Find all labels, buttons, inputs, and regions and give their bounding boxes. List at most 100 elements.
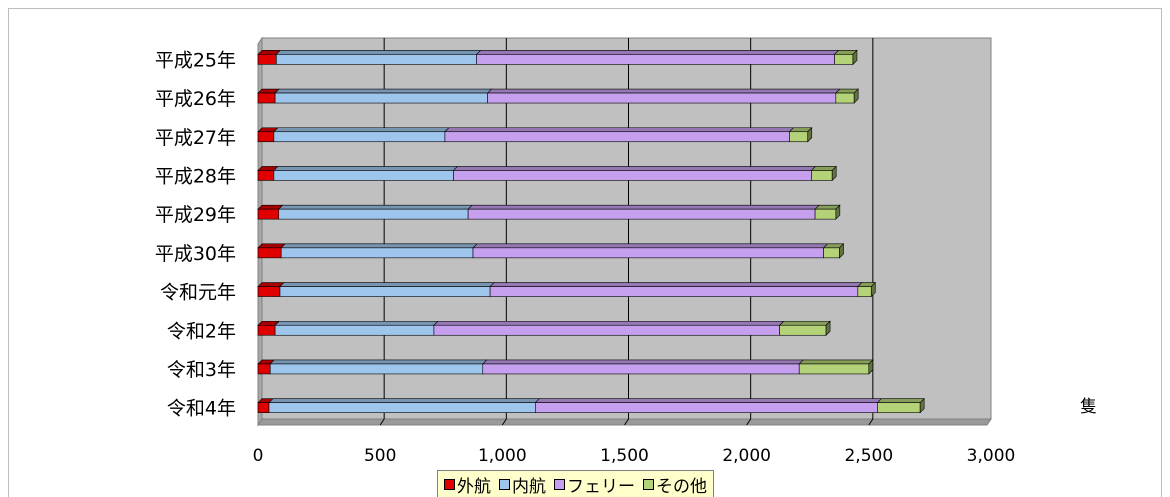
- bar-top-0: [257, 282, 285, 287]
- category-label: 令和2年: [167, 320, 236, 342]
- bar-end-cap: [919, 397, 925, 414]
- bar-top-2: [472, 243, 829, 249]
- bar-0: [257, 402, 270, 413]
- bar-end-cap: [825, 320, 831, 336]
- bar-end-cap: [868, 359, 874, 375]
- bar-3: [814, 208, 837, 220]
- bar-2: [467, 208, 816, 220]
- bar-top-2: [467, 204, 820, 210]
- bar-top-1: [275, 50, 482, 55]
- bar-top-2: [486, 88, 841, 94]
- legend-label-external: 外航: [457, 476, 491, 497]
- bar-end-cap: [807, 127, 813, 143]
- bar-2: [487, 92, 837, 104]
- legend-item-other: その他: [643, 472, 707, 497]
- bar-0: [257, 131, 275, 143]
- bar-3: [789, 131, 809, 143]
- category-label: 平成26年: [155, 88, 236, 110]
- bar-end-cap: [831, 165, 837, 182]
- bar-3: [857, 286, 872, 297]
- bar-top-1: [273, 166, 459, 171]
- bar-top-1: [268, 398, 541, 403]
- x-tick-label: 2,000: [722, 446, 771, 466]
- bar-1: [278, 208, 469, 220]
- bar-0: [257, 170, 275, 181]
- bar-0: [257, 208, 280, 220]
- bar-top-2: [475, 50, 840, 55]
- bar-top-2: [482, 359, 804, 365]
- bar-top-3: [778, 320, 831, 326]
- x-tick-label: 1,000: [478, 446, 527, 466]
- bar-end-cap: [835, 204, 841, 220]
- gridline-foot: [746, 418, 752, 426]
- category-label: 平成30年: [155, 243, 236, 265]
- bar-3: [823, 247, 840, 259]
- bar-1: [274, 324, 435, 336]
- legend-swatch-external: [444, 478, 455, 490]
- x-tick-label: 500: [364, 446, 396, 466]
- legend: 外航 内航 フェリー その他: [437, 470, 714, 497]
- bar-2: [476, 54, 835, 65]
- chart-frame: [8, 8, 1162, 497]
- bar-top-1: [273, 127, 450, 133]
- bar-top-1: [274, 320, 439, 326]
- bar-3: [834, 54, 854, 65]
- bar-top-1: [274, 88, 493, 94]
- bar-2: [453, 170, 812, 181]
- bar-top-3: [876, 398, 925, 403]
- gridline-foot: [379, 418, 385, 426]
- bar-end-cap: [839, 243, 844, 259]
- bar-2: [444, 131, 790, 143]
- bar-top-3: [798, 359, 874, 365]
- x-tick-label: 3,000: [967, 446, 1016, 466]
- bar-top-2: [452, 166, 817, 171]
- unit-label: 隻: [1080, 397, 1097, 417]
- category-label: 平成29年: [155, 204, 236, 226]
- gridline-foot: [868, 418, 874, 426]
- bar-1: [276, 54, 477, 65]
- legend-swatch-ferry: [554, 478, 565, 490]
- bar-end-cap: [853, 88, 859, 104]
- gridline-foot: [624, 418, 629, 426]
- legend-swatch-other: [643, 478, 654, 490]
- gridline-foot: [501, 418, 507, 426]
- bar-0: [257, 247, 282, 259]
- category-label: 平成27年: [155, 127, 236, 149]
- bar-2: [433, 324, 780, 336]
- category-label: 令和4年: [167, 398, 236, 420]
- bar-3: [798, 363, 870, 375]
- plot-floor: [257, 418, 992, 426]
- legend-item-domestic: 内航: [499, 472, 546, 497]
- bar-top-1: [280, 243, 478, 249]
- bar-top-1: [269, 359, 488, 365]
- bar-0: [257, 324, 276, 336]
- bar-0: [257, 92, 276, 104]
- bar-3: [835, 92, 855, 104]
- bar-1: [279, 286, 491, 297]
- bar-1: [280, 247, 474, 259]
- bar-2: [535, 402, 878, 413]
- legend-swatch-domestic: [499, 478, 510, 490]
- category-label: 令和元年: [160, 282, 236, 304]
- category-label: 令和3年: [167, 359, 236, 381]
- bar-0: [257, 54, 277, 65]
- x-tick-label: 0: [253, 446, 264, 466]
- bar-top-2: [489, 282, 863, 287]
- bar-2: [489, 286, 859, 297]
- x-tick-label: 1,500: [600, 446, 649, 466]
- category-label: 平成25年: [155, 49, 236, 71]
- bar-2: [472, 247, 824, 259]
- bar-top-2: [534, 398, 883, 403]
- bar-top-2: [444, 127, 795, 133]
- bar-top-0: [257, 243, 286, 249]
- bar-1: [273, 170, 454, 181]
- legend-item-ferry: フェリー: [554, 472, 635, 497]
- bar-3: [877, 402, 921, 413]
- bar-end-cap: [852, 49, 858, 66]
- bar-0: [257, 286, 281, 297]
- bar-3: [779, 324, 827, 336]
- bar-3: [811, 170, 833, 181]
- legend-label-ferry: フェリー: [567, 476, 635, 497]
- bar-0: [257, 363, 271, 375]
